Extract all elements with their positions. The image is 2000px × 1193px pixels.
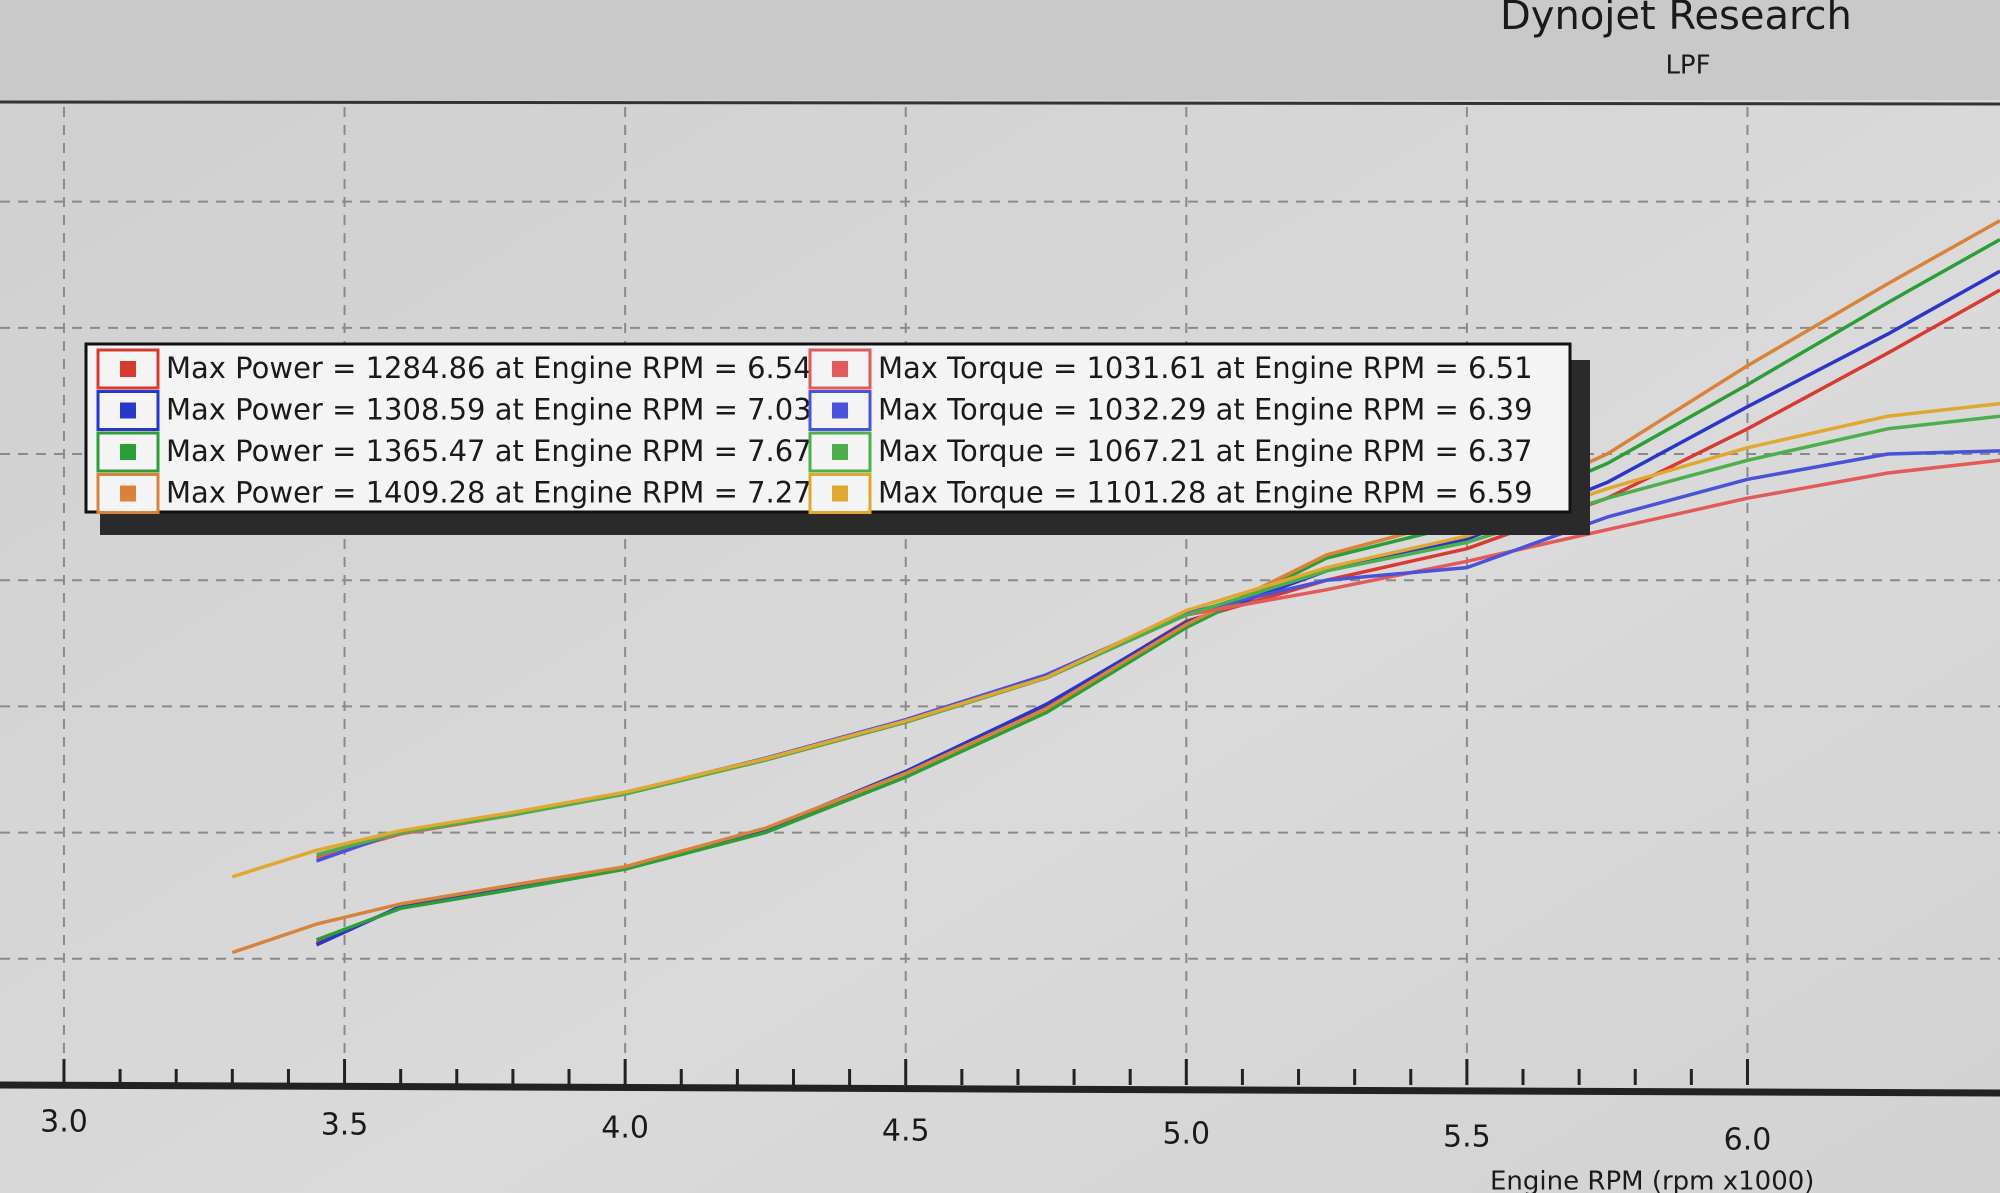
chart-subtitle: LPF: [1665, 51, 1710, 81]
series-line: [316, 414, 2000, 857]
legend-text: Max Torque = 1067.21 at Engine RPM = 6.3…: [878, 434, 1533, 468]
legend-text: Max Power = 1284.86 at Engine RPM = 6.54: [166, 351, 812, 385]
legend-text: Max Power = 1365.47 at Engine RPM = 7.67: [166, 434, 812, 468]
legend-swatch: [120, 361, 136, 377]
x-tick-label: 3.5: [321, 1108, 369, 1143]
legend-swatch: [120, 444, 136, 460]
legend-text: Max Torque = 1032.29 at Engine RPM = 6.3…: [878, 393, 1533, 427]
x-tick-label: 3.0: [40, 1105, 88, 1140]
x-axis-label: Engine RPM (rpm x1000): [1490, 1167, 1814, 1193]
chart-title: Dynojet Research: [1500, 0, 1852, 39]
legend-swatch: [832, 361, 848, 377]
series-line: [315, 237, 2000, 942]
series-line: [231, 401, 2000, 879]
legend-swatch-frame: [808, 473, 872, 514]
plot-top-border: [0, 100, 2000, 106]
legend-swatch: [120, 485, 136, 502]
x-tick-label: 6.0: [1724, 1123, 1772, 1158]
legend-text: Max Power = 1308.59 at Engine RPM = 7.03: [166, 393, 812, 427]
x-tick-label: 4.5: [882, 1114, 930, 1149]
legend-text: Max Torque = 1031.61 at Engine RPM = 6.5…: [878, 351, 1533, 385]
legend-swatch: [832, 444, 848, 460]
x-tick-label: 5.0: [1162, 1117, 1210, 1152]
series-line: [231, 219, 2000, 955]
legend-swatch: [832, 485, 848, 502]
legend-swatch: [120, 402, 136, 419]
legend-text: Max Power = 1409.28 at Engine RPM = 7.27: [166, 476, 812, 510]
legend-swatch-frame: [808, 431, 872, 473]
legend: Max Power = 1284.86 at Engine RPM = 6.54…: [84, 342, 1590, 535]
x-axis: [0, 1081, 2000, 1097]
x-tick-label: 5.5: [1443, 1120, 1491, 1155]
series-line: [315, 269, 2000, 947]
legend-text: Max Torque = 1101.28 at Engine RPM = 6.5…: [878, 476, 1533, 510]
x-tick-label: 4.0: [601, 1111, 649, 1146]
header-band: [0, 0, 2000, 100]
legend-swatch: [832, 402, 848, 419]
